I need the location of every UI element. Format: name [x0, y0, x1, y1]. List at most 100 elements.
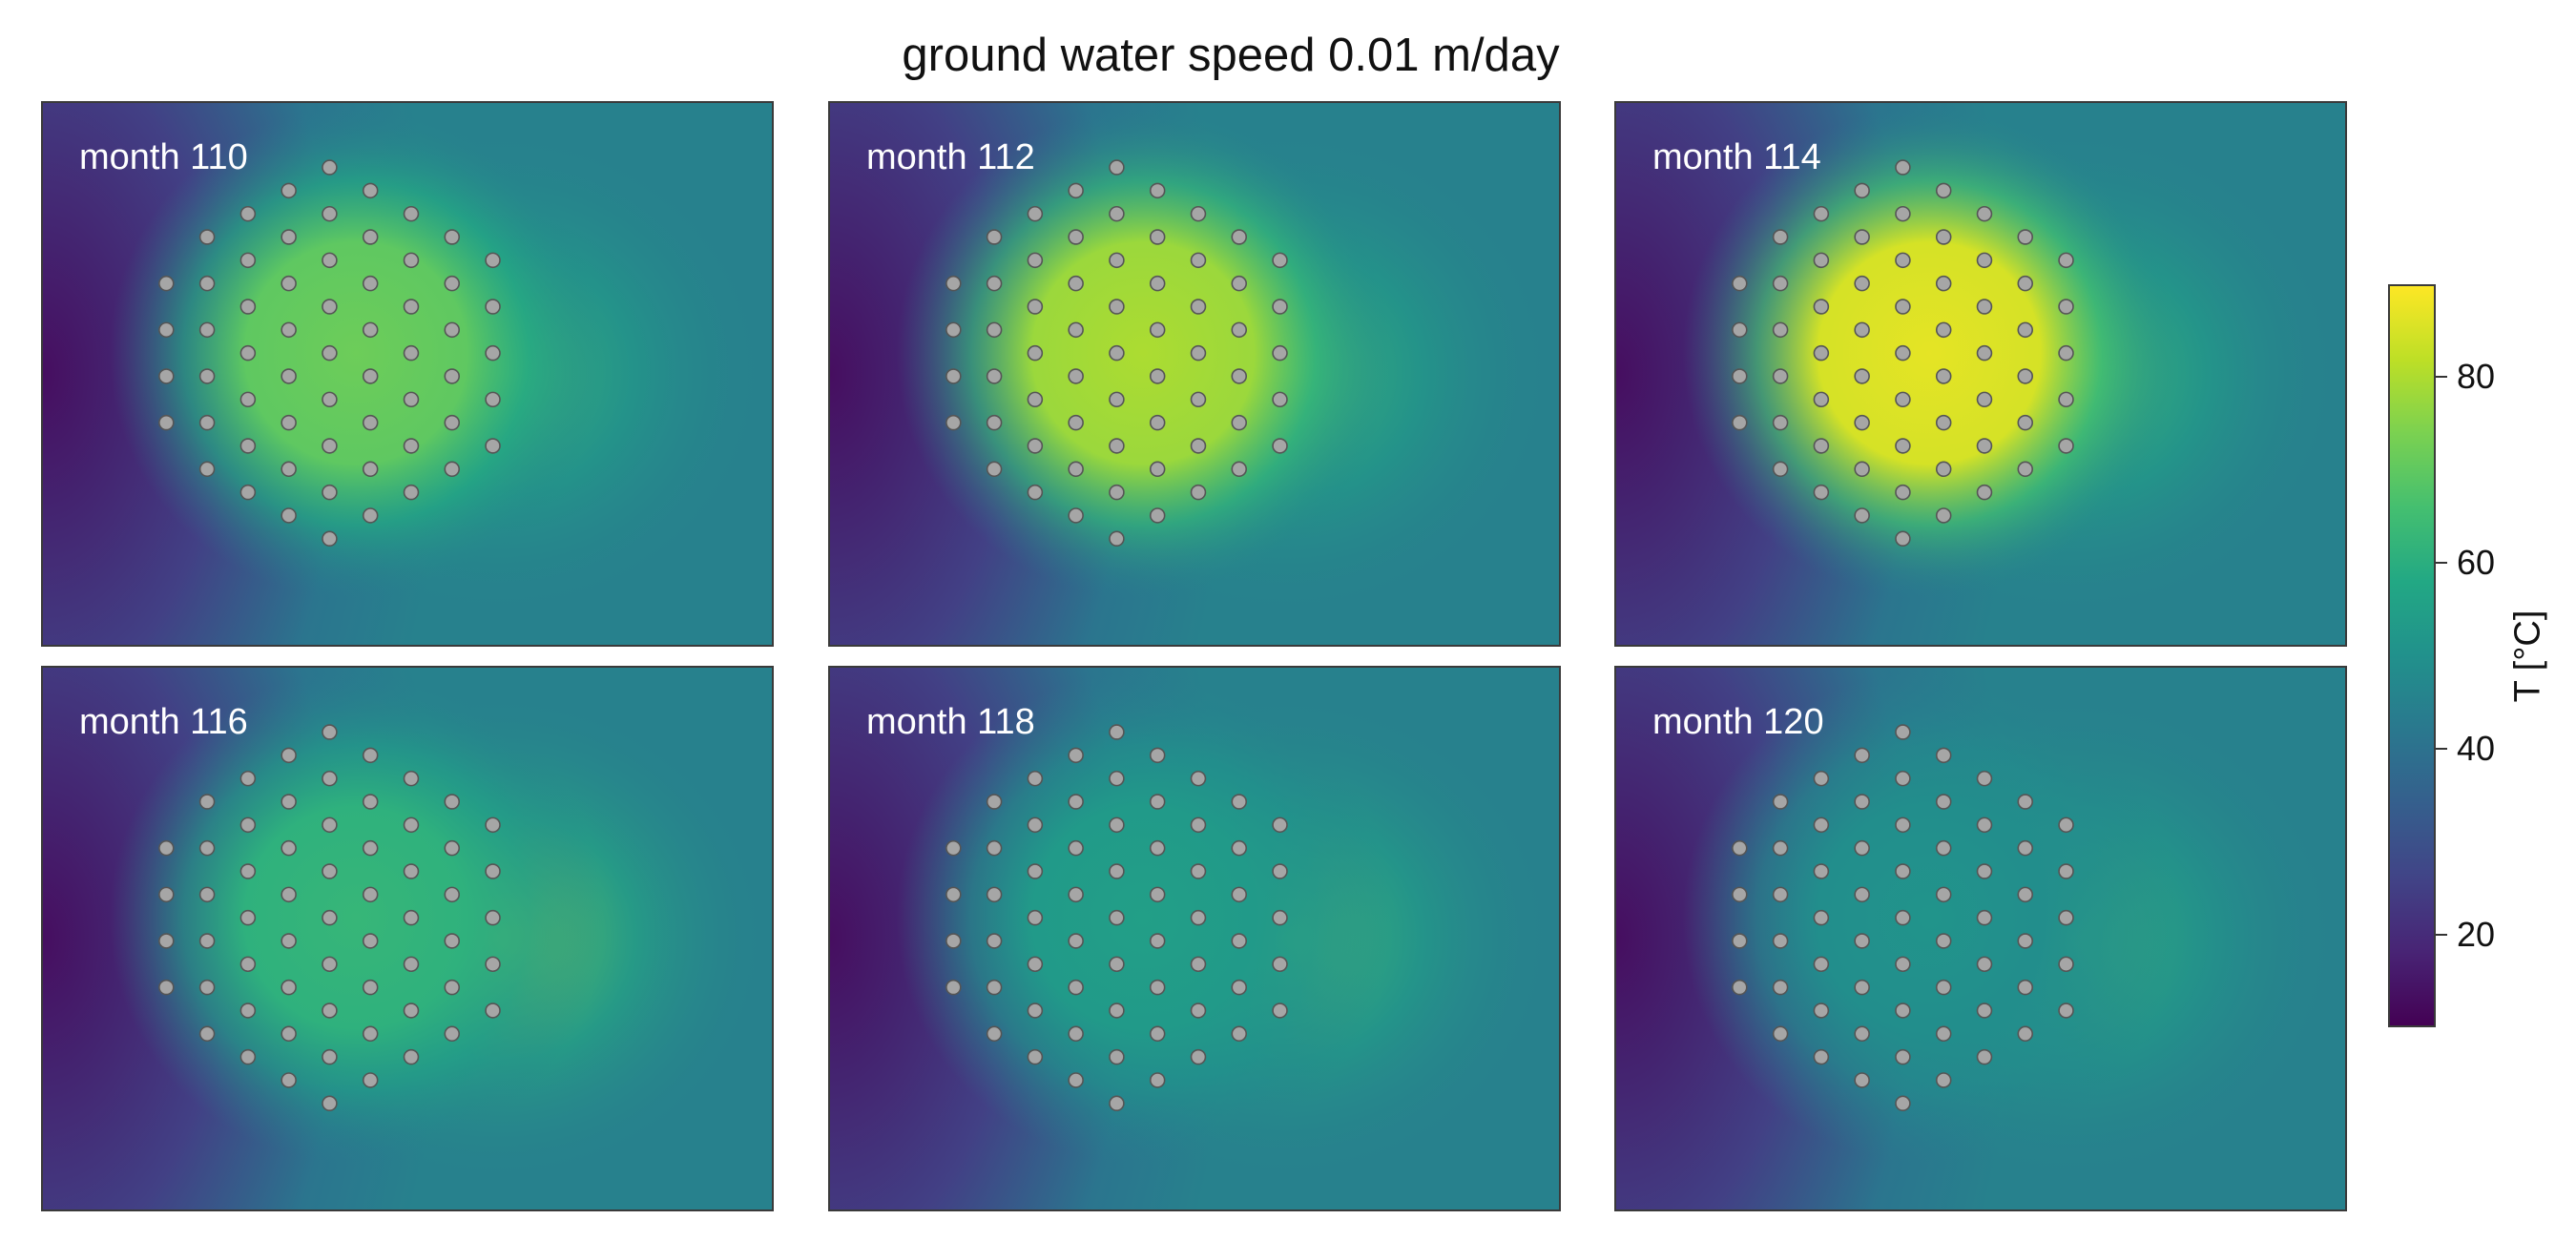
- borehole-marker: [2017, 414, 2034, 431]
- borehole-marker: [485, 816, 501, 834]
- borehole-marker: [1813, 1048, 1830, 1065]
- borehole-marker: [1976, 816, 1993, 834]
- borehole-marker: [1027, 344, 1044, 362]
- borehole-marker: [2017, 794, 2034, 810]
- borehole-marker: [280, 933, 297, 949]
- borehole-marker: [1190, 1002, 1207, 1019]
- borehole-marker: [1976, 438, 1993, 454]
- borehole-marker: [1935, 182, 1952, 199]
- borehole-marker: [1109, 863, 1125, 879]
- borehole-marker: [1068, 182, 1084, 199]
- borehole-marker: [322, 159, 338, 176]
- borehole-marker: [403, 344, 420, 362]
- borehole-marker: [1935, 979, 1952, 996]
- borehole-marker: [1109, 909, 1125, 926]
- borehole-marker: [945, 321, 962, 339]
- borehole-marker: [485, 909, 501, 926]
- borehole-marker: [1272, 252, 1288, 269]
- borehole-marker: [362, 794, 379, 810]
- borehole-marker: [1149, 321, 1166, 339]
- colorbar-tick-label: 20: [2457, 914, 2496, 954]
- borehole-marker: [158, 414, 175, 431]
- borehole-marker: [1895, 299, 1911, 315]
- borehole-marker: [1027, 816, 1044, 834]
- borehole-marker: [198, 461, 216, 478]
- borehole-marker: [1854, 886, 1870, 903]
- borehole-marker: [1272, 863, 1288, 879]
- borehole-marker: [1109, 299, 1125, 315]
- borehole-marker: [986, 275, 1003, 292]
- borehole-marker: [1976, 1048, 1993, 1065]
- borehole-marker: [1895, 438, 1911, 454]
- borehole-marker: [1272, 816, 1288, 834]
- borehole-marker: [1935, 507, 1952, 524]
- borehole-marker: [485, 299, 501, 315]
- borehole-marker: [198, 839, 216, 857]
- heatmap-canvas: [830, 668, 1559, 1209]
- borehole-marker: [1272, 956, 1288, 973]
- borehole-marker: [322, 1095, 338, 1112]
- borehole-marker: [239, 484, 257, 501]
- borehole-marker: [239, 438, 257, 454]
- borehole-marker: [444, 979, 461, 996]
- borehole-marker: [945, 979, 962, 996]
- borehole-marker: [362, 747, 379, 764]
- borehole-marker: [1895, 1048, 1911, 1065]
- borehole-marker: [1149, 979, 1166, 996]
- borehole-field-heat: [43, 668, 772, 1209]
- borehole-marker: [158, 839, 175, 857]
- borehole-marker: [2058, 909, 2074, 926]
- borehole-marker: [1109, 344, 1125, 362]
- borehole-marker: [1149, 229, 1166, 245]
- borehole-marker: [1027, 391, 1044, 408]
- borehole-marker: [198, 229, 216, 245]
- borehole-marker: [986, 794, 1003, 810]
- borehole-marker: [1895, 344, 1911, 362]
- borehole-marker: [1976, 909, 1993, 926]
- borehole-marker: [1190, 484, 1207, 501]
- borehole-marker: [1190, 299, 1207, 315]
- borehole-marker: [239, 770, 257, 787]
- borehole-marker: [1935, 747, 1952, 764]
- borehole-marker: [280, 979, 297, 996]
- borehole-marker: [1813, 909, 1830, 926]
- borehole-marker: [198, 414, 216, 431]
- borehole-marker: [444, 275, 461, 292]
- borehole-marker: [1732, 933, 1748, 949]
- borehole-marker: [1813, 299, 1830, 315]
- borehole-marker: [1109, 724, 1125, 740]
- borehole-marker: [1854, 229, 1870, 245]
- borehole-marker: [1732, 979, 1748, 996]
- borehole-marker: [1068, 507, 1084, 524]
- borehole-field-heat: [830, 668, 1559, 1209]
- borehole-marker: [1068, 1025, 1084, 1043]
- borehole-marker: [1027, 770, 1044, 787]
- borehole-marker: [1976, 1002, 1993, 1019]
- borehole-marker: [1976, 344, 1993, 362]
- borehole-marker: [1190, 252, 1207, 269]
- borehole-marker: [1109, 1002, 1125, 1019]
- borehole-marker: [1027, 299, 1044, 315]
- borehole-marker: [1772, 839, 1789, 857]
- borehole-marker: [239, 909, 257, 926]
- borehole-marker: [1935, 886, 1952, 903]
- borehole-marker: [945, 275, 962, 292]
- borehole-marker: [322, 1002, 338, 1019]
- borehole-marker: [403, 770, 420, 787]
- borehole-marker: [1190, 438, 1207, 454]
- borehole-marker: [2058, 863, 2074, 879]
- borehole-marker: [2058, 252, 2074, 269]
- borehole-marker: [1935, 839, 1952, 857]
- borehole-marker: [1231, 461, 1248, 478]
- borehole-marker: [403, 956, 420, 973]
- borehole-marker: [986, 229, 1003, 245]
- borehole-marker: [322, 770, 338, 787]
- borehole-marker: [280, 275, 297, 292]
- panel-label: month 120: [1652, 702, 1824, 742]
- borehole-marker: [2058, 438, 2074, 454]
- borehole-marker: [362, 414, 379, 431]
- borehole-field-heat: [43, 103, 772, 645]
- borehole-marker: [362, 933, 379, 949]
- borehole-marker: [1149, 794, 1166, 810]
- borehole-marker: [1772, 414, 1789, 431]
